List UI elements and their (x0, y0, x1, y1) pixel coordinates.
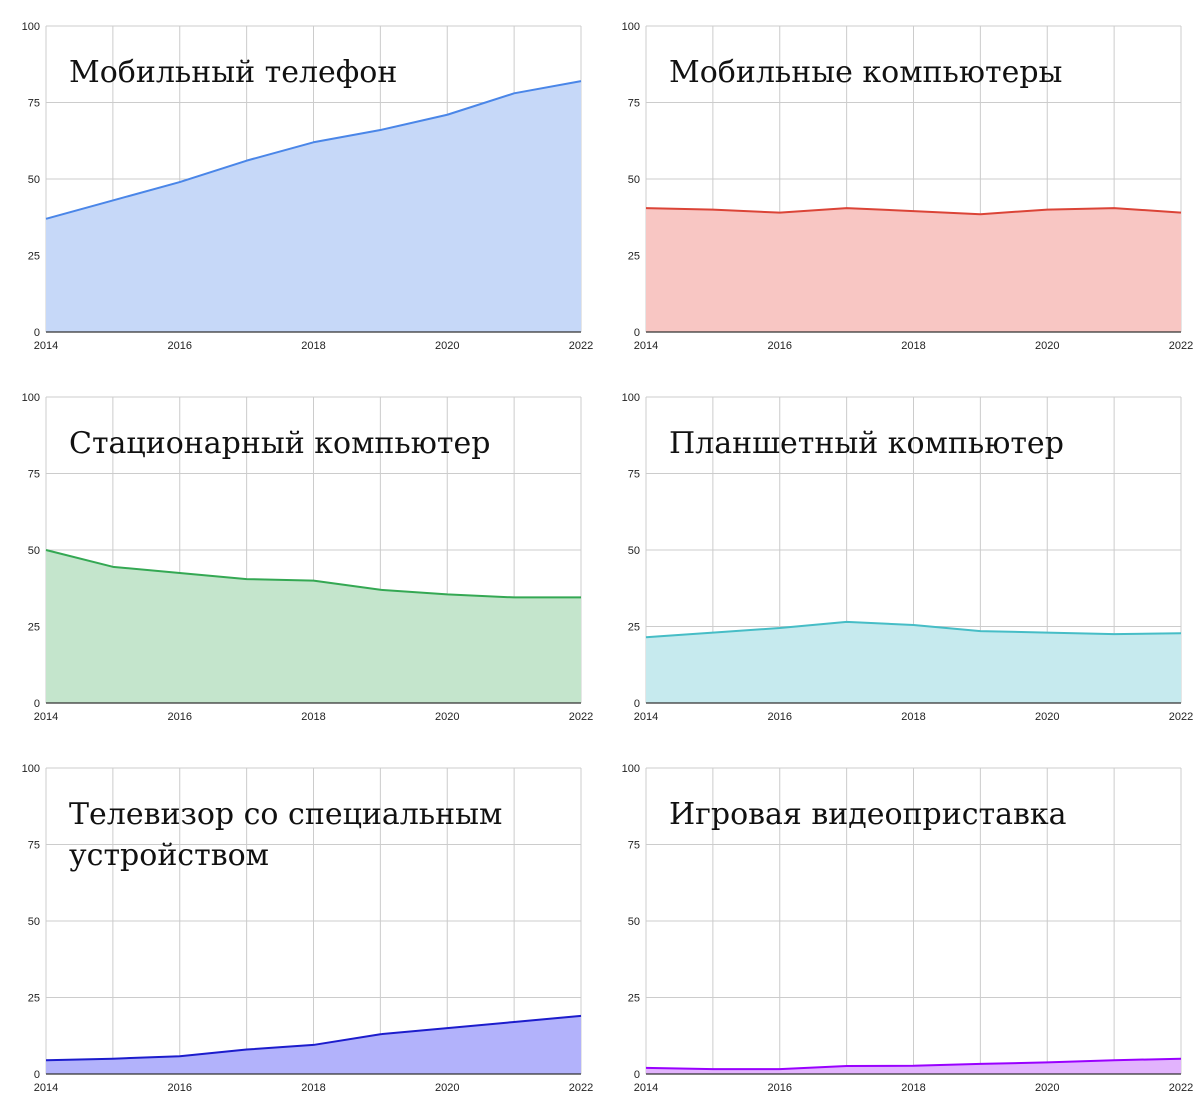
chart-title: Игровая видеоприставка (669, 797, 1067, 832)
x-tick-label: 2022 (1169, 711, 1193, 723)
area-fill (646, 208, 1181, 332)
x-tick-label: 2022 (569, 340, 593, 352)
x-tick-label: 2014 (634, 711, 658, 723)
chart-title: Планшетный компьютер (669, 426, 1064, 461)
y-tick-label: 25 (628, 622, 640, 634)
y-tick-label: 25 (28, 622, 40, 634)
y-tick-label: 25 (28, 993, 40, 1005)
x-tick-label: 2022 (569, 711, 593, 723)
chart-title: Стационарный компьютер (69, 426, 490, 461)
y-tick-label: 100 (622, 21, 640, 33)
y-tick-label: 100 (22, 21, 40, 33)
x-tick-label: 2014 (34, 1082, 58, 1094)
y-tick-label: 100 (622, 763, 640, 775)
chart-panel-2: 0 25 50 75 100 2014 2016 2018 2020 2022 Мобильные … (622, 21, 1194, 352)
x-tick-label: 2020 (435, 1082, 459, 1094)
y-tick-label: 75 (28, 840, 40, 852)
x-tick-label: 2020 (1035, 711, 1059, 723)
x-tick-label: 2022 (1169, 1082, 1193, 1094)
x-tick-label: 2018 (901, 340, 925, 352)
area-fill (46, 81, 581, 332)
y-tick-label: 25 (28, 251, 40, 263)
y-tick-label: 75 (28, 469, 40, 481)
y-tick-label: 50 (628, 174, 640, 186)
y-tick-label: 100 (22, 392, 40, 404)
x-tick-label: 2022 (569, 1082, 593, 1094)
x-tick-label: 2014 (34, 711, 58, 723)
y-tick-label: 100 (622, 392, 640, 404)
x-tick-label: 2020 (1035, 1082, 1059, 1094)
chart-title: Телевизор со специальным устройством (69, 797, 502, 873)
chart-panel-5: 0 25 50 75 100 2014 2016 2018 2020 2022 Телевизор … (22, 763, 594, 1094)
chart-panel-1: 0 25 50 75 100 2014 2016 2018 2020 2022 Мобильный … (22, 21, 594, 352)
x-tick-label: 2022 (1169, 340, 1193, 352)
x-tick-label: 2016 (768, 711, 792, 723)
y-tick-label: 50 (28, 916, 40, 928)
series-line (45, 1014, 582, 1062)
y-tick-label: 0 (34, 327, 40, 339)
x-tick-label: 2014 (34, 340, 58, 352)
chart-title: Мобильный телефон (69, 55, 397, 90)
area-fill (646, 621, 1181, 703)
series-line (645, 620, 1182, 639)
y-tick-label: 0 (34, 698, 40, 710)
y-tick-label: 25 (628, 993, 640, 1005)
x-tick-label: 2016 (168, 340, 192, 352)
y-tick-label: 0 (634, 698, 640, 710)
area-fill (46, 550, 581, 703)
y-tick-label: 75 (628, 469, 640, 481)
y-tick-label: 50 (28, 545, 40, 557)
y-tick-label: 0 (634, 327, 640, 339)
y-tick-label: 0 (34, 1069, 40, 1081)
y-tick-label: 75 (28, 98, 40, 110)
x-tick-label: 2018 (901, 1082, 925, 1094)
chart-panel-6: 0 25 50 75 100 2014 2016 2018 2020 2022 Игровая ви… (622, 763, 1194, 1094)
area-fill (46, 1015, 581, 1074)
x-tick-label: 2014 (634, 1082, 658, 1094)
x-tick-label: 2016 (768, 1082, 792, 1094)
x-tick-label: 2016 (168, 711, 192, 723)
x-tick-label: 2016 (768, 340, 792, 352)
y-tick-label: 100 (22, 763, 40, 775)
series-line (645, 1057, 1182, 1071)
series-line (645, 207, 1182, 216)
x-tick-label: 2020 (1035, 340, 1059, 352)
y-tick-label: 50 (28, 174, 40, 186)
x-tick-label: 2016 (168, 1082, 192, 1094)
x-tick-label: 2014 (634, 340, 658, 352)
series-line (45, 549, 581, 599)
y-tick-label: 0 (634, 1069, 640, 1081)
chart-panel-4: 0 25 50 75 100 2014 2016 2018 2020 2022 Планшетный… (622, 392, 1194, 723)
x-tick-label: 2020 (435, 711, 459, 723)
x-tick-label: 2018 (301, 340, 325, 352)
y-tick-label: 75 (628, 840, 640, 852)
chart-panel-3: 0 25 50 75 100 2014 2016 2018 2020 2022 Стационарн… (22, 392, 594, 723)
y-tick-label: 25 (628, 251, 640, 263)
y-tick-label: 50 (628, 916, 640, 928)
y-tick-label: 75 (628, 98, 640, 110)
x-tick-label: 2018 (901, 711, 925, 723)
x-tick-label: 2018 (301, 711, 325, 723)
chart-title: Мобильные компьютеры (669, 55, 1062, 90)
x-tick-label: 2020 (435, 340, 459, 352)
x-tick-label: 2018 (301, 1082, 325, 1094)
y-tick-label: 50 (628, 545, 640, 557)
series-line (45, 80, 582, 220)
